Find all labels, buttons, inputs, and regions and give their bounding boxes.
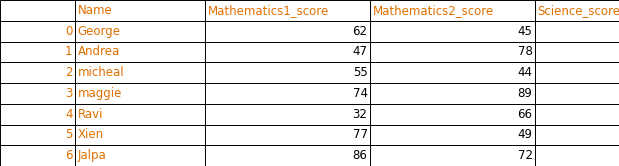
Bar — [535, 104, 619, 124]
Text: Name: Name — [77, 4, 112, 17]
Bar — [0, 0, 75, 21]
Bar — [370, 42, 535, 62]
Bar — [75, 21, 205, 42]
Bar — [370, 124, 535, 145]
Text: 55: 55 — [353, 66, 368, 79]
Bar — [0, 42, 75, 62]
Text: Andrea: Andrea — [77, 45, 119, 58]
Bar — [75, 124, 205, 145]
Text: 32: 32 — [353, 108, 368, 121]
Text: George: George — [77, 25, 121, 38]
Text: 2: 2 — [65, 66, 72, 79]
Bar — [75, 83, 205, 104]
Bar — [75, 62, 205, 83]
Bar — [0, 83, 75, 104]
Text: Mathematics2_score: Mathematics2_score — [373, 4, 494, 17]
Text: micheal: micheal — [77, 66, 124, 79]
Bar — [205, 145, 370, 166]
Bar — [535, 62, 619, 83]
Bar — [535, 42, 619, 62]
Text: Mathematics1_score: Mathematics1_score — [207, 4, 329, 17]
Bar — [75, 104, 205, 124]
Text: 0: 0 — [65, 25, 72, 38]
Text: 78: 78 — [517, 45, 532, 58]
Bar — [535, 83, 619, 104]
Text: 86: 86 — [353, 149, 368, 162]
Bar — [370, 145, 535, 166]
Bar — [75, 145, 205, 166]
Bar — [0, 124, 75, 145]
Bar — [0, 104, 75, 124]
Bar — [0, 62, 75, 83]
Text: 47: 47 — [353, 45, 368, 58]
Text: 45: 45 — [517, 25, 532, 38]
Bar — [205, 0, 370, 21]
Bar — [370, 21, 535, 42]
Text: 6: 6 — [65, 149, 72, 162]
Bar — [535, 124, 619, 145]
Text: 3: 3 — [65, 87, 72, 100]
Bar — [535, 21, 619, 42]
Text: Jalpa: Jalpa — [77, 149, 106, 162]
Text: 89: 89 — [517, 87, 532, 100]
Bar — [205, 104, 370, 124]
Text: 44: 44 — [517, 66, 532, 79]
Text: Science_score: Science_score — [537, 4, 619, 17]
Text: 72: 72 — [517, 149, 532, 162]
Text: 77: 77 — [353, 128, 368, 141]
Bar — [535, 0, 619, 21]
Bar — [0, 145, 75, 166]
Bar — [205, 21, 370, 42]
Text: 66: 66 — [517, 108, 532, 121]
Text: 5: 5 — [65, 128, 72, 141]
Bar — [205, 124, 370, 145]
Bar — [370, 62, 535, 83]
Bar — [205, 62, 370, 83]
Bar — [205, 83, 370, 104]
Text: Xien: Xien — [77, 128, 103, 141]
Bar — [0, 21, 75, 42]
Bar — [370, 104, 535, 124]
Text: 1: 1 — [65, 45, 72, 58]
Text: maggie: maggie — [77, 87, 122, 100]
Text: Ravi: Ravi — [77, 108, 103, 121]
Bar — [370, 83, 535, 104]
Text: 49: 49 — [517, 128, 532, 141]
Bar — [75, 0, 205, 21]
Bar — [75, 42, 205, 62]
Text: 4: 4 — [65, 108, 72, 121]
Bar — [205, 42, 370, 62]
Text: 74: 74 — [353, 87, 368, 100]
Text: 62: 62 — [353, 25, 368, 38]
Bar — [370, 0, 535, 21]
Bar — [535, 145, 619, 166]
